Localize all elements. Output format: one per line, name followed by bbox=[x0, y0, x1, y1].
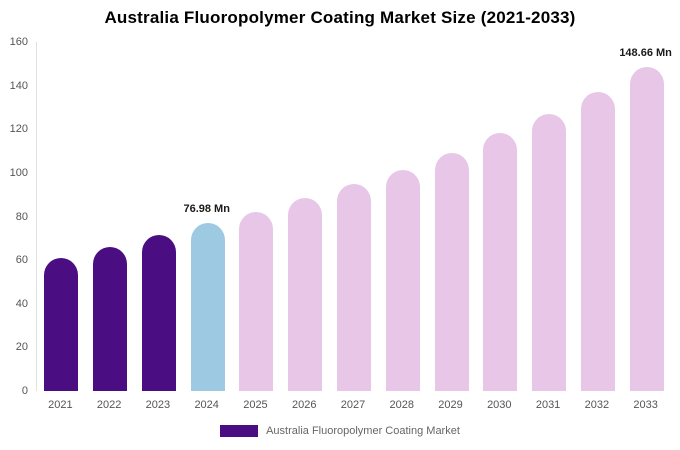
y-tick-label: 160 bbox=[9, 36, 28, 48]
bar-annotation: 76.98 Mn bbox=[183, 203, 230, 216]
bar-2028 bbox=[385, 169, 420, 391]
bar-2023 bbox=[141, 235, 176, 391]
x-tick-label: 2021 bbox=[48, 399, 73, 411]
x-tick-label: 2033 bbox=[633, 399, 658, 411]
bar-2029 bbox=[434, 152, 469, 391]
bar-2027 bbox=[337, 184, 371, 391]
x-tick-label: 2029 bbox=[438, 399, 463, 411]
y-tick-label: 20 bbox=[15, 341, 28, 354]
bar-2026 bbox=[288, 197, 323, 391]
bar-2024 bbox=[190, 223, 225, 391]
bar-2030 bbox=[483, 132, 518, 391]
x-tick-label: 2025 bbox=[243, 399, 268, 411]
y-tick-label: 60 bbox=[15, 254, 28, 267]
bar-annotation: 148.66 Mn bbox=[619, 46, 672, 59]
bar-2021 bbox=[44, 257, 79, 391]
bar-2025 bbox=[239, 212, 274, 391]
x-tick-label: 2022 bbox=[96, 399, 122, 411]
x-tick-label: 2032 bbox=[584, 399, 610, 411]
y-tick-label: 80 bbox=[15, 210, 28, 223]
legend-swatch bbox=[220, 425, 259, 437]
x-tick-label: 2026 bbox=[291, 399, 317, 411]
y-tick-label: 0 bbox=[21, 385, 28, 397]
chart-title: Australia Fluoropolymer Coating Market S… bbox=[104, 8, 576, 27]
legend: Australia Fluoropolymer Coating Market bbox=[0, 425, 680, 437]
y-tick-label: 140 bbox=[9, 79, 28, 92]
x-tick-label: 2028 bbox=[389, 399, 414, 411]
legend-label: Australia Fluoropolymer Coating Market bbox=[266, 425, 460, 437]
x-tick-label: 2023 bbox=[145, 399, 171, 411]
bar-2031 bbox=[532, 113, 567, 391]
bar-2032 bbox=[580, 92, 615, 391]
bar-2033 bbox=[629, 66, 664, 391]
y-tick-label: 40 bbox=[15, 297, 28, 310]
x-tick-label: 2030 bbox=[487, 399, 512, 411]
y-tick-label: 120 bbox=[9, 123, 28, 136]
bar-2022 bbox=[93, 247, 128, 391]
x-tick-label: 2024 bbox=[194, 399, 219, 411]
x-tick-label: 2031 bbox=[535, 399, 561, 411]
x-tick-label: 2027 bbox=[340, 399, 366, 411]
plot-area bbox=[36, 42, 671, 391]
y-tick-label: 100 bbox=[9, 166, 28, 179]
